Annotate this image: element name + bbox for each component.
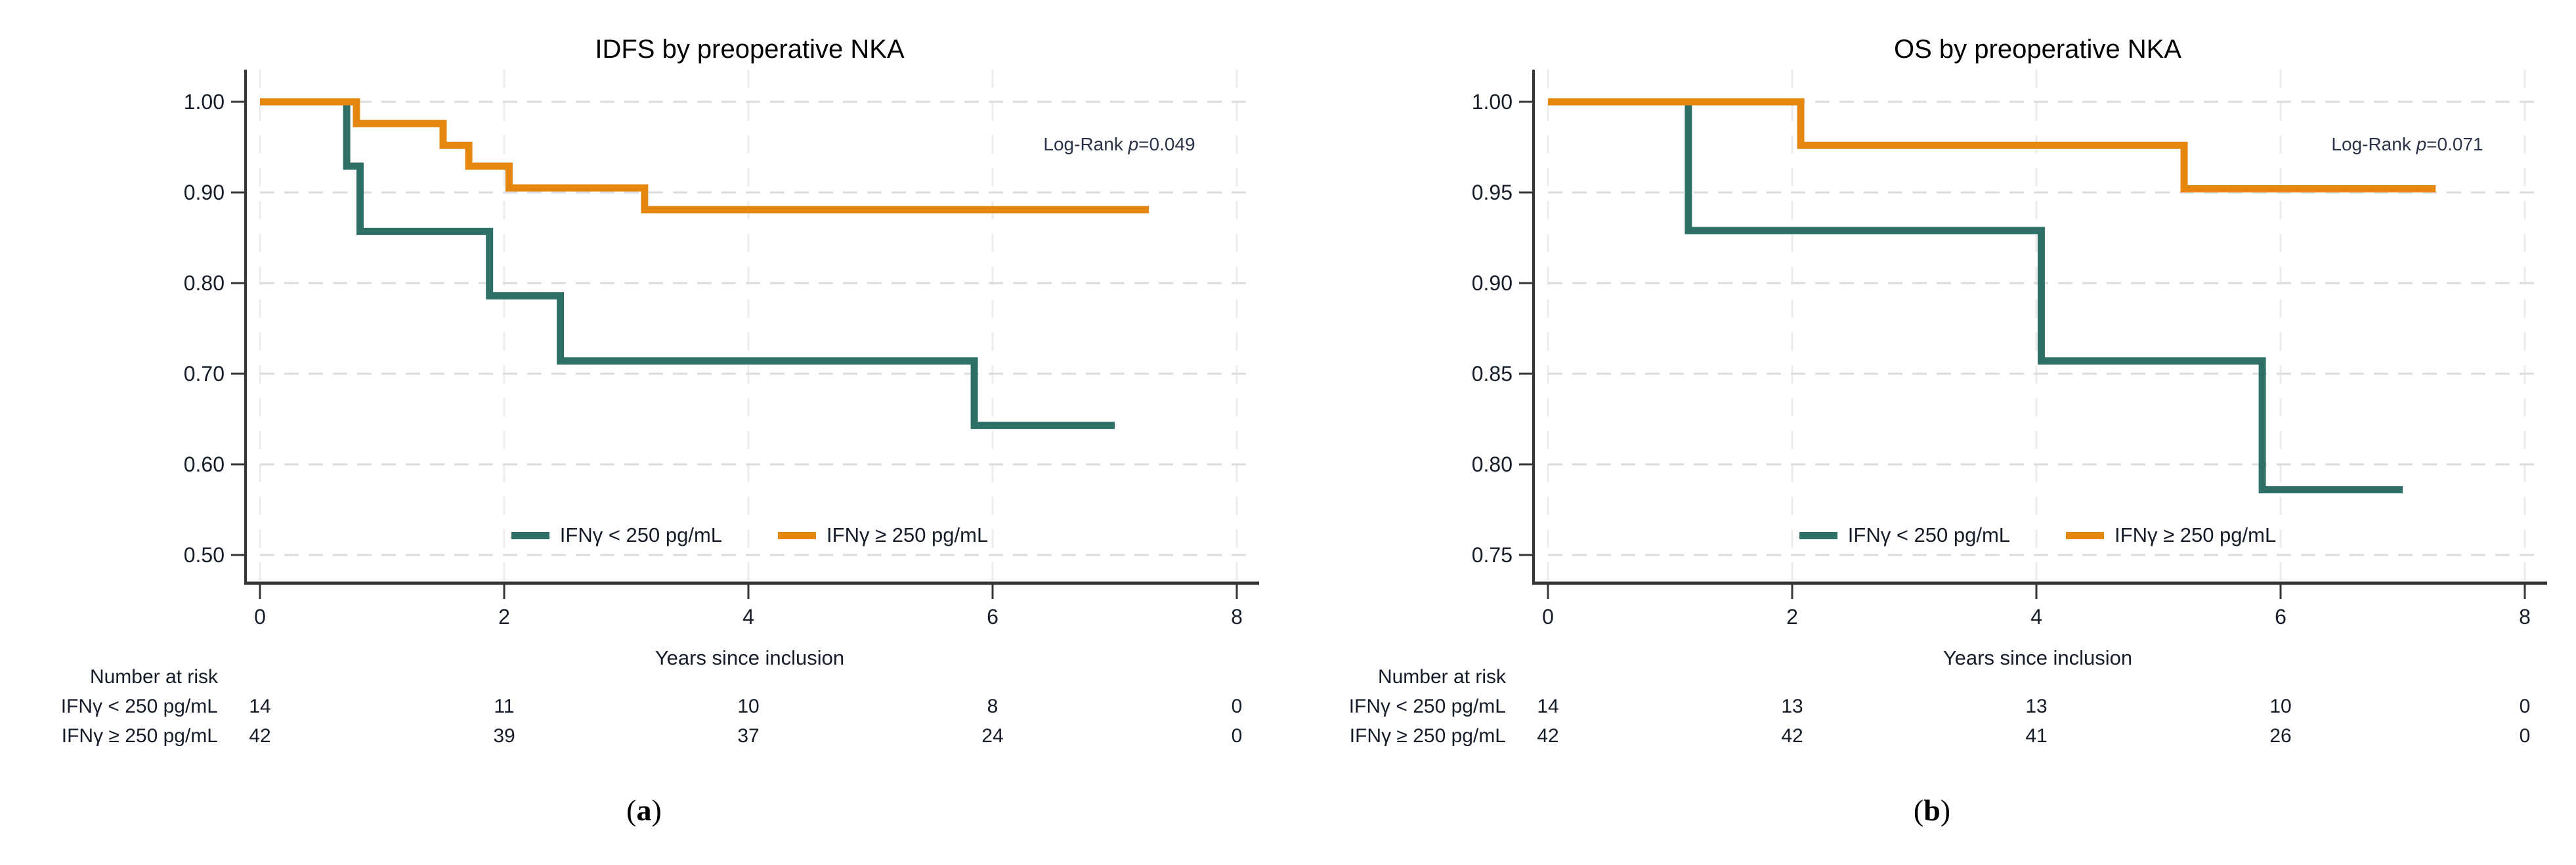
- paren-close: ): [1940, 793, 1951, 827]
- at-risk-count: 14: [249, 696, 271, 717]
- at-risk-header: Number at risk: [89, 666, 218, 688]
- at-risk-count: 41: [2025, 725, 2048, 747]
- at-risk-count: 13: [1781, 696, 1803, 717]
- y-tick-label: 0.80: [184, 271, 225, 295]
- log-rank-annotation: Log-Rank p=0.049: [981, 133, 1257, 156]
- legend: IFNγ < 250 pg/mL IFNγ ≥ 250 pg/mL: [1534, 523, 2542, 547]
- at-risk-count: 0: [2519, 696, 2531, 717]
- panel-letter-a: (a): [0, 792, 1288, 829]
- legend-item-high: IFNγ ≥ 250 pg/mL: [778, 523, 988, 547]
- km-plot-idfs: 1.00 0.90 0.80 0.70 0.60 0.50 0 2 4 6 8: [184, 70, 1259, 629]
- paren-open: (: [626, 793, 637, 827]
- legend-label-low: IFNγ < 250 pg/mL: [559, 523, 723, 546]
- at-risk-row-label-low: IFNγ < 250 pg/mL: [60, 696, 218, 717]
- at-risk-row-label-low: IFNγ < 250 pg/mL: [1348, 696, 1506, 717]
- y-tick-label: 0.90: [1472, 271, 1513, 295]
- y-tick-label: 0.75: [1472, 543, 1513, 567]
- legend-item-low: IFNγ < 250 pg/mL: [511, 523, 722, 547]
- legend-label-high: IFNγ ≥ 250 pg/mL: [826, 523, 989, 546]
- chart-title: OS by preoperative NKA: [1894, 35, 2181, 64]
- at-risk-count: 10: [2269, 696, 2292, 717]
- x-tick-label: 4: [742, 605, 754, 629]
- at-risk-count: 0: [2519, 725, 2531, 747]
- panel-b: OS by preoperative NKA 1.00 0.95 0.90 0.85 0…: [1288, 0, 2576, 865]
- x-tick-label: 6: [2275, 605, 2286, 629]
- x-tick-label: 2: [498, 605, 510, 629]
- at-risk-count: 24: [981, 725, 1004, 747]
- at-risk-count: 0: [1231, 725, 1243, 747]
- x-tick-label: 0: [254, 605, 266, 629]
- x-tick-label: 8: [1231, 605, 1243, 629]
- y-tick-label: 1.00: [184, 90, 225, 114]
- x-tick-label: 0: [1542, 605, 1554, 629]
- at-risk-count: 42: [249, 725, 271, 747]
- orange-line-swatch-icon: [778, 531, 817, 539]
- at-risk-row-label-high: IFNγ ≥ 250 pg/mL: [1349, 725, 1506, 747]
- teal-line-swatch-icon: [511, 531, 549, 539]
- y-tick-label: 0.80: [1472, 453, 1513, 476]
- log-rank-p-symbol: p: [2416, 134, 2427, 154]
- log-rank-annotation: Log-Rank p=0.071: [2269, 133, 2545, 156]
- y-tick-label: 0.85: [1472, 362, 1513, 386]
- y-tick-label: 0.70: [184, 362, 225, 386]
- y-tick-label: 0.50: [184, 543, 225, 567]
- km-curve: [1548, 98, 2403, 494]
- x-axis-label: Years since inclusion: [655, 646, 845, 669]
- legend-item-high: IFNγ ≥ 250 pg/mL: [2066, 523, 2276, 547]
- paren-close: ): [651, 793, 662, 827]
- panel-letter-text: b: [1923, 793, 1941, 827]
- x-tick-label: 6: [987, 605, 998, 629]
- panel-letter-b: (b): [1288, 792, 2576, 829]
- at-risk-count: 39: [493, 725, 515, 747]
- log-rank-prefix: Log-Rank: [1043, 134, 1128, 154]
- at-risk-count: 10: [737, 696, 760, 717]
- at-risk-count: 11: [494, 696, 515, 717]
- x-tick-label: 2: [1786, 605, 1798, 629]
- legend-label-high: IFNγ ≥ 250 pg/mL: [2114, 523, 2277, 546]
- legend: IFNγ < 250 pg/mL IFNγ ≥ 250 pg/mL: [246, 523, 1254, 547]
- log-rank-value: =0.071: [2426, 134, 2483, 154]
- at-risk-count: 42: [1537, 725, 1559, 747]
- legend-label-low: IFNγ < 250 pg/mL: [1847, 523, 2011, 546]
- orange-line-swatch-icon: [2066, 531, 2105, 539]
- y-tick-label: 0.90: [184, 181, 225, 204]
- y-tick-label: 1.00: [1472, 90, 1513, 114]
- x-axis-label: Years since inclusion: [1943, 646, 2133, 669]
- y-tick-label: 0.95: [1472, 181, 1513, 204]
- x-tick-label: 4: [2030, 605, 2042, 629]
- at-risk-count: 26: [2269, 725, 2292, 747]
- at-risk-count: 37: [737, 725, 760, 747]
- at-risk-header: Number at risk: [1377, 666, 1506, 688]
- x-tick-label: 8: [2519, 605, 2531, 629]
- log-rank-value: =0.049: [1138, 134, 1195, 154]
- teal-line-swatch-icon: [1799, 531, 1837, 539]
- y-tick-label: 0.60: [184, 453, 225, 476]
- at-risk-count: 8: [987, 696, 998, 717]
- panel-letter-text: a: [636, 793, 652, 827]
- at-risk-count: 42: [1781, 725, 1803, 747]
- at-risk-row-label-high: IFNγ ≥ 250 pg/mL: [61, 725, 218, 747]
- km-curve: [260, 98, 1149, 213]
- at-risk-count: 0: [1231, 696, 1243, 717]
- log-rank-p-symbol: p: [1128, 134, 1139, 154]
- paren-open: (: [1913, 793, 1924, 827]
- km-curve: [260, 98, 1115, 430]
- km-plot-os: 1.00 0.95 0.90 0.85 0.80 0.75 0 2 4 6 8: [1472, 70, 2547, 629]
- at-risk-count: 13: [2025, 696, 2048, 717]
- log-rank-prefix: Log-Rank: [2331, 134, 2416, 154]
- legend-item-low: IFNγ < 250 pg/mL: [1799, 523, 2010, 547]
- chart-title: IDFS by preoperative NKA: [595, 35, 905, 64]
- km-curve: [1548, 98, 2436, 192]
- panel-a: IDFS by preoperative NKA 1.00 0.90 0.80 0.7…: [0, 35, 1288, 829]
- at-risk-count: 14: [1537, 696, 1559, 717]
